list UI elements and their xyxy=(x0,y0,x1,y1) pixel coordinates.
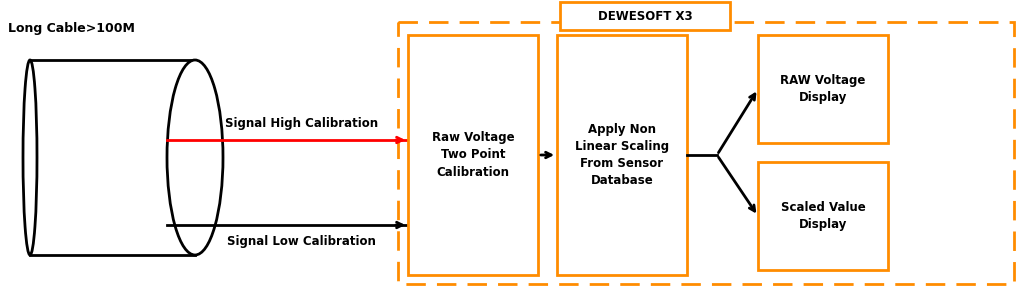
Text: Signal Low Calibration: Signal Low Calibration xyxy=(227,235,376,248)
Bar xyxy=(560,2,730,30)
Text: Apply Non
Linear Scaling
From Sensor
Database: Apply Non Linear Scaling From Sensor Dat… xyxy=(574,123,669,187)
Text: DEWESOFT X3: DEWESOFT X3 xyxy=(598,9,692,22)
Text: RAW Voltage
Display: RAW Voltage Display xyxy=(780,74,865,104)
Bar xyxy=(758,35,888,143)
Ellipse shape xyxy=(167,60,223,255)
Bar xyxy=(557,35,687,275)
Text: Signal High Calibration: Signal High Calibration xyxy=(225,117,378,130)
Text: Long Cable>100M: Long Cable>100M xyxy=(8,22,135,35)
Text: Raw Voltage
Two Point
Calibration: Raw Voltage Two Point Calibration xyxy=(432,131,514,178)
Text: Scaled Value
Display: Scaled Value Display xyxy=(780,201,865,231)
Bar xyxy=(408,35,538,275)
Bar xyxy=(758,162,888,270)
Bar xyxy=(398,22,1014,284)
